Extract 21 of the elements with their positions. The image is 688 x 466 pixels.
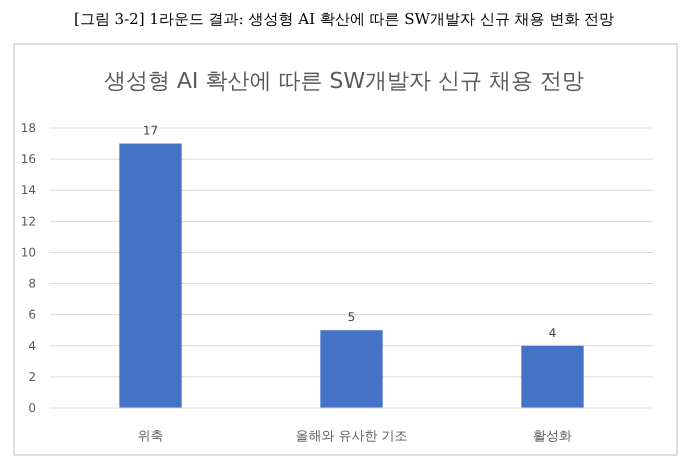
y-tick-label: 14 <box>20 183 36 198</box>
y-tick-label: 18 <box>20 121 36 135</box>
chart-title: 생성형 AI 확산에 따른 SW개발자 신규 채용 전망 <box>104 69 584 94</box>
bar <box>320 330 383 408</box>
data-label: 4 <box>548 326 556 340</box>
bar <box>119 144 182 408</box>
text: [그림 3-2] 1라운드 결과: 생성형 AI 확산에 따른 SW개발자 신규 채용 변화 전망 <box>74 10 614 28</box>
y-tick-label: 4 <box>28 338 36 353</box>
y-tick-label: 2 <box>28 370 36 384</box>
data-label: 5 <box>348 310 356 324</box>
y-tick-label: 6 <box>28 308 36 322</box>
y-tick-label: 16 <box>20 152 36 166</box>
y-tick-label: 8 <box>28 276 36 291</box>
x-tick-label: 위축 <box>138 429 164 444</box>
y-tick-label: 12 <box>20 214 36 228</box>
x-tick-label: 올해와 유사한 기조 <box>295 429 408 444</box>
y-tick-label: 0 <box>28 401 36 415</box>
bar <box>521 346 584 408</box>
x-tick-label: 활성화 <box>533 429 572 444</box>
data-label: 17 <box>142 124 158 138</box>
y-tick-label: 10 <box>20 245 36 260</box>
